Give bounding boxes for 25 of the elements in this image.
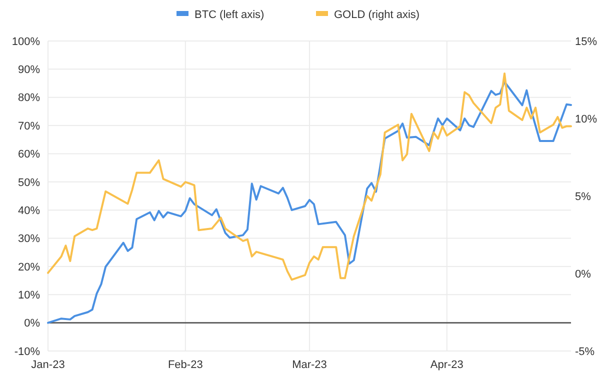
- y-tick-label: 40%: [18, 204, 40, 217]
- y-tick-label: 60%: [18, 148, 40, 161]
- y-tick-label: 10%: [18, 289, 40, 302]
- y-tick-label: 0%: [24, 318, 40, 330]
- y-tick-label: 30%: [18, 233, 40, 246]
- line-series: [47, 80, 572, 324]
- x-tick-label: Mar-23: [292, 359, 327, 371]
- line-series: [47, 72, 572, 281]
- y2-tick-label: 5%: [575, 190, 592, 203]
- x-tick-label: Feb-23: [168, 359, 203, 371]
- y-tick-label: 70%: [18, 120, 40, 132]
- y-tick-label: 100%: [12, 36, 40, 48]
- legend-label: GOLD (right axis): [334, 8, 420, 21]
- y-tick-label: -10%: [14, 346, 40, 358]
- legend-label: BTC (left axis): [194, 8, 264, 21]
- y2-tick-label: 10%: [575, 113, 598, 126]
- x-tick-label: Jan-23: [31, 359, 65, 371]
- y-tick-label: 90%: [18, 64, 40, 76]
- y-tick-label: 80%: [18, 92, 40, 104]
- y2-tick-label: -5%: [575, 346, 595, 358]
- y-tick-label: 20%: [18, 261, 40, 274]
- y-tick-label: 50%: [18, 176, 40, 189]
- y2-tick-label: 0%: [575, 268, 592, 280]
- y2-tick-label: 15%: [575, 36, 598, 48]
- x-tick-label: Apr-23: [430, 359, 464, 371]
